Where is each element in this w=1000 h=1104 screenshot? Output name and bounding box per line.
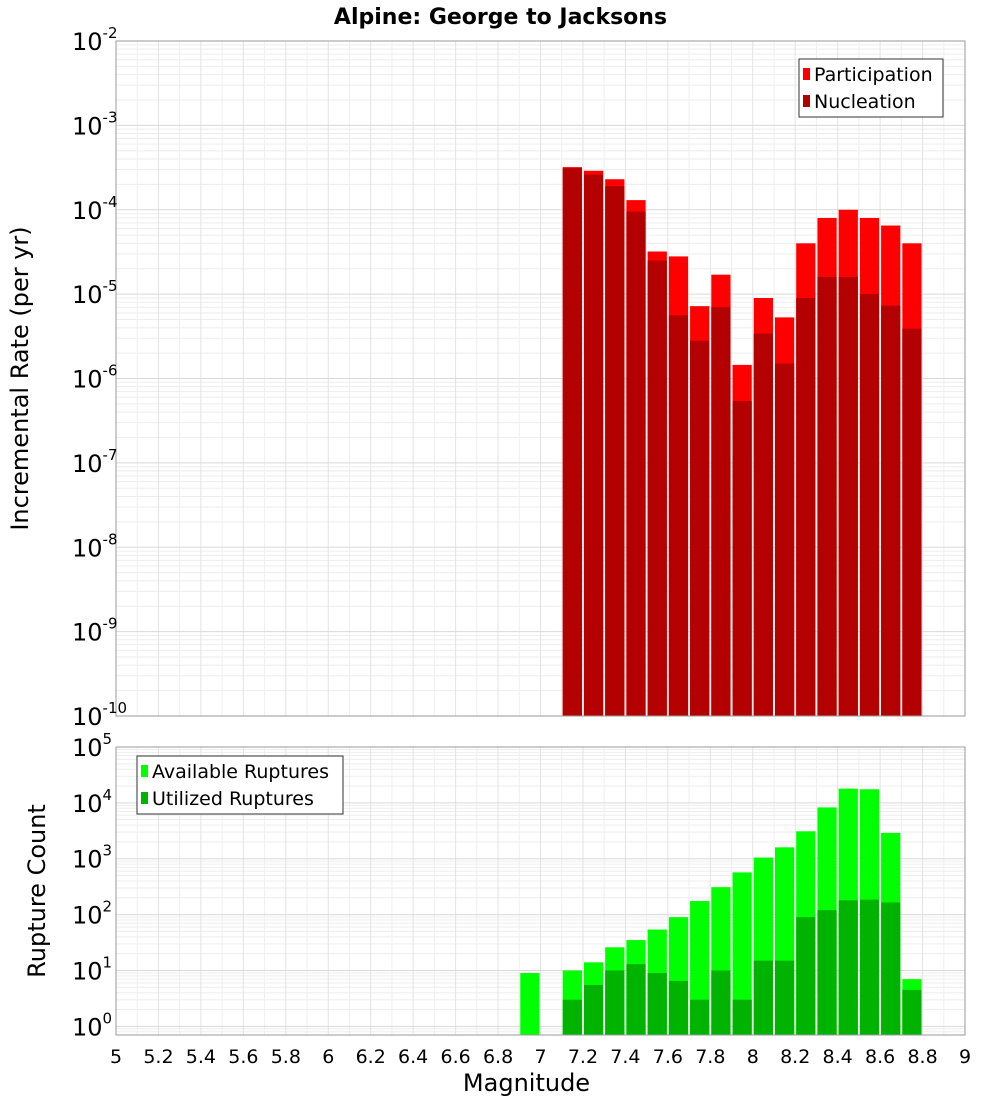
y-tick-label: 10-4	[72, 193, 118, 225]
bar-utilized-ruptures	[711, 970, 731, 1035]
y-tick-label: 102	[72, 898, 112, 930]
y-tick-label: 10-9	[72, 615, 118, 647]
bar-utilized-ruptures	[753, 960, 773, 1035]
x-tick-label: 8.8	[907, 1046, 937, 1068]
chart-title: Alpine: George to Jacksons	[334, 5, 667, 30]
legend-swatch	[803, 95, 810, 107]
bar-utilized-ruptures	[668, 980, 689, 1035]
bar-nucleation	[838, 276, 858, 716]
bar-nucleation	[583, 174, 604, 716]
bar-utilized-ruptures	[605, 970, 625, 1035]
bar-nucleation	[711, 307, 731, 716]
bar-utilized-ruptures	[562, 999, 582, 1035]
bar-nucleation	[796, 297, 816, 716]
x-tick-label: 8	[747, 1046, 759, 1068]
bar-utilized-ruptures	[774, 960, 795, 1035]
y-tick-label: 10-7	[72, 446, 118, 478]
x-axis-label: Magnitude	[463, 1069, 590, 1097]
bar-utilized-ruptures	[902, 989, 922, 1035]
bar-utilized-ruptures	[647, 973, 667, 1035]
x-tick-label: 8.4	[823, 1046, 853, 1068]
bar-nucleation	[626, 211, 646, 716]
legend: Participation Nucleation	[798, 58, 944, 118]
x-tick-label: 6.6	[440, 1046, 470, 1068]
x-tick-label: 9	[959, 1046, 971, 1068]
y-axis-label: Rupture Count	[23, 804, 51, 978]
legend-box	[136, 755, 344, 815]
bar-nucleation	[562, 168, 582, 716]
bar-utilized-ruptures	[817, 910, 837, 1035]
x-tick-label: 5.8	[271, 1046, 301, 1068]
y-tick-label: 10-6	[72, 362, 118, 394]
bar-nucleation	[753, 333, 773, 716]
bar-utilized-ruptures	[859, 899, 880, 1035]
y-axis-label: Incremental Rate (per yr)	[6, 226, 34, 530]
bar-utilized-ruptures	[796, 917, 816, 1035]
x-tick-label: 7.8	[695, 1046, 725, 1068]
bar-utilized-ruptures	[732, 999, 752, 1035]
bar-utilized-ruptures	[881, 902, 901, 1035]
x-tick-label: 5.2	[143, 1046, 173, 1068]
plot-border	[115, 746, 966, 1036]
y-tick-label: 100	[72, 1009, 112, 1041]
legend-label: Utilized Ruptures	[152, 788, 314, 810]
y-tick-label: 10-5	[72, 277, 118, 309]
y-tick-label: 105	[72, 730, 112, 762]
bar-nucleation	[859, 294, 880, 716]
bar-utilized-ruptures	[838, 900, 858, 1035]
x-tick-label: 7.2	[568, 1046, 598, 1068]
legend: Available Ruptures Utilized Ruptures	[136, 755, 344, 815]
bar-available-ruptures	[520, 973, 540, 1035]
bar-nucleation	[690, 340, 710, 716]
y-tick-label: 10-8	[72, 530, 118, 562]
bar-utilized-ruptures	[626, 964, 646, 1035]
x-tick-label: 5.6	[228, 1046, 258, 1068]
bar-nucleation	[881, 305, 901, 716]
bar-nucleation	[732, 401, 752, 716]
x-tick-label: 5.4	[186, 1046, 216, 1068]
x-tick-label: 8.6	[865, 1046, 895, 1068]
bar-nucleation	[668, 315, 689, 716]
x-tick-label: 6.2	[356, 1046, 386, 1068]
legend-swatch	[141, 765, 148, 777]
legend-swatch	[803, 68, 810, 80]
bar-available-ruptures	[732, 872, 752, 1035]
plot-border	[115, 40, 966, 717]
legend-box	[798, 58, 944, 118]
bar-nucleation	[647, 260, 667, 716]
y-tick-label: 104	[72, 786, 112, 818]
x-tick-label: 6.8	[483, 1046, 513, 1068]
y-tick-label: 101	[72, 953, 112, 985]
x-tick-label: 7.6	[653, 1046, 683, 1068]
legend-swatch	[141, 792, 148, 804]
y-tick-label: 103	[72, 842, 112, 874]
x-tick-label: 8.2	[780, 1046, 810, 1068]
bar-nucleation	[817, 276, 837, 716]
bar-nucleation	[605, 186, 625, 716]
bar-utilized-ruptures	[583, 984, 604, 1035]
x-tick-label: 7.4	[610, 1046, 640, 1068]
plot-2: 100 101 102 103 104 105 Rupture Count 5 5.2 5.4 5.…	[23, 730, 971, 1097]
x-tick-label: 5	[110, 1046, 122, 1068]
bar-nucleation	[774, 363, 795, 716]
legend-label: Nucleation	[814, 91, 916, 113]
y-tick-label: 10-2	[72, 24, 118, 56]
y-tick-label: 10-10	[72, 699, 127, 731]
plot-1: 10-10 10-9 10-8 10-7 10-6 10-5 10-4 10-3 10-2 Inc…	[6, 5, 966, 731]
legend-label: Participation	[814, 64, 933, 86]
x-tick-label: 6	[322, 1046, 334, 1068]
x-tick-label: 7	[534, 1046, 546, 1068]
y-tick-label: 10-3	[72, 108, 118, 140]
x-tick-label: 6.4	[398, 1046, 428, 1068]
bar-utilized-ruptures	[690, 999, 710, 1035]
legend-label: Available Ruptures	[152, 761, 329, 783]
bar-nucleation	[902, 328, 922, 716]
